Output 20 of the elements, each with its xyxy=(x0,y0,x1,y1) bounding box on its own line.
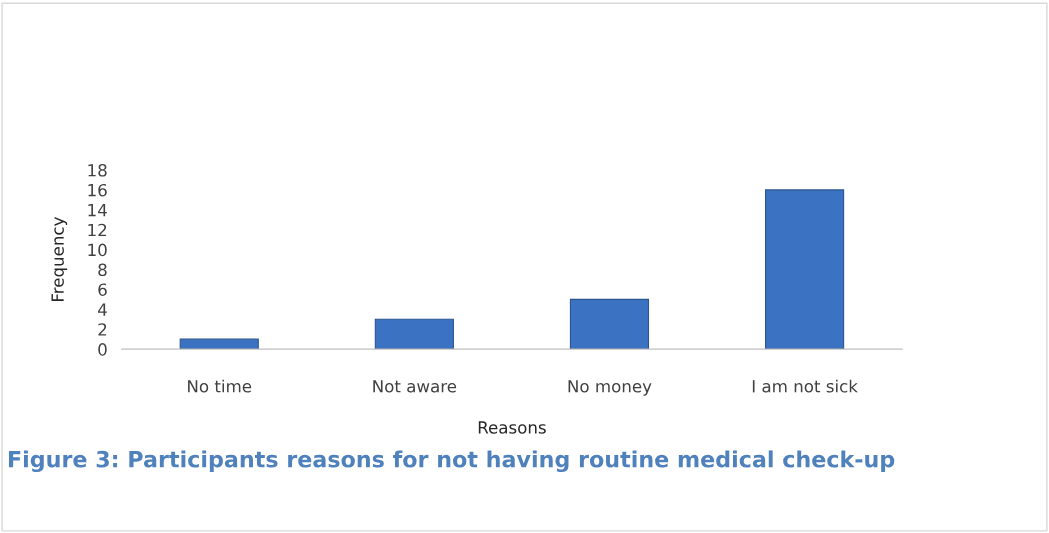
text: Figure 3: Participants reasons for not having routine medical check-up xyxy=(8,450,895,473)
x-tick-label: I am not sick xyxy=(752,379,858,393)
x-tick-label: No time xyxy=(188,379,252,393)
bar xyxy=(765,189,845,350)
y-tick-label: 2 xyxy=(98,323,107,336)
y-tick-label: 14 xyxy=(88,204,107,217)
y-tick-label: 6 xyxy=(98,283,107,296)
y-tick-label: 18 xyxy=(88,163,107,177)
y-tick-label: 12 xyxy=(88,223,107,237)
y-tick-label: 10 xyxy=(88,243,107,257)
bar xyxy=(569,298,650,350)
y-tick-label: 8 xyxy=(98,263,107,277)
bar xyxy=(374,318,454,350)
y-tick-label: 0 xyxy=(98,343,107,356)
x-tick-label: No money xyxy=(568,380,652,396)
y-axis-title: Frequency xyxy=(51,217,68,301)
y-tick-label: 16 xyxy=(88,183,107,197)
x-axis-title: Reasons xyxy=(478,421,546,434)
x-tick-label: Not aware xyxy=(373,380,457,393)
y-tick-label: 4 xyxy=(98,303,107,316)
